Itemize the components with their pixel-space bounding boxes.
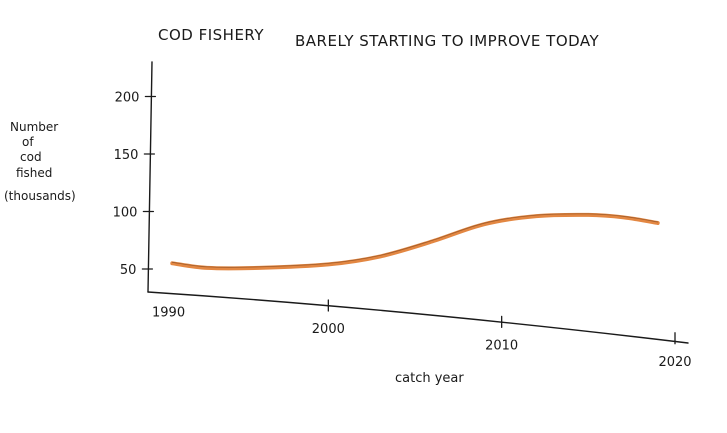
x-axis-line xyxy=(147,291,689,344)
series-line-edge xyxy=(171,213,659,268)
x-tick-label: 2010 xyxy=(485,338,518,353)
x-axis-label: catch year xyxy=(395,371,464,386)
series-line xyxy=(170,212,660,271)
plot-series xyxy=(170,212,660,271)
y-tick-label: 200 xyxy=(115,91,140,106)
y-tick-label: 50 xyxy=(120,263,137,278)
y-axis-label-line: (thousands) xyxy=(4,189,76,203)
x-axis-ticks: 1990 2000 2010 2020 xyxy=(152,299,692,370)
chart-title-part-2: BARELY STARTING TO IMPROVE TODAY xyxy=(295,32,600,50)
y-axis-label-line: cod xyxy=(20,150,42,164)
chart-title: COD FISHERY BARELY STARTING TO IMPROVE T… xyxy=(158,26,600,50)
y-axis-label-line: of xyxy=(22,135,34,149)
x-tick-label: 1990 xyxy=(152,306,185,321)
y-axis-label-line: Number xyxy=(10,120,58,134)
y-axis-ticks: 50 100 150 200 xyxy=(113,91,157,278)
y-axis-label-line: fished xyxy=(16,166,52,180)
x-tick-label: 2000 xyxy=(312,322,345,337)
y-tick-label: 100 xyxy=(113,206,138,221)
y-tick-label: 150 xyxy=(114,148,139,163)
y-axis-line xyxy=(147,61,153,293)
chart-title-part-1: COD FISHERY xyxy=(158,26,264,44)
x-tick-label: 2020 xyxy=(658,355,691,370)
